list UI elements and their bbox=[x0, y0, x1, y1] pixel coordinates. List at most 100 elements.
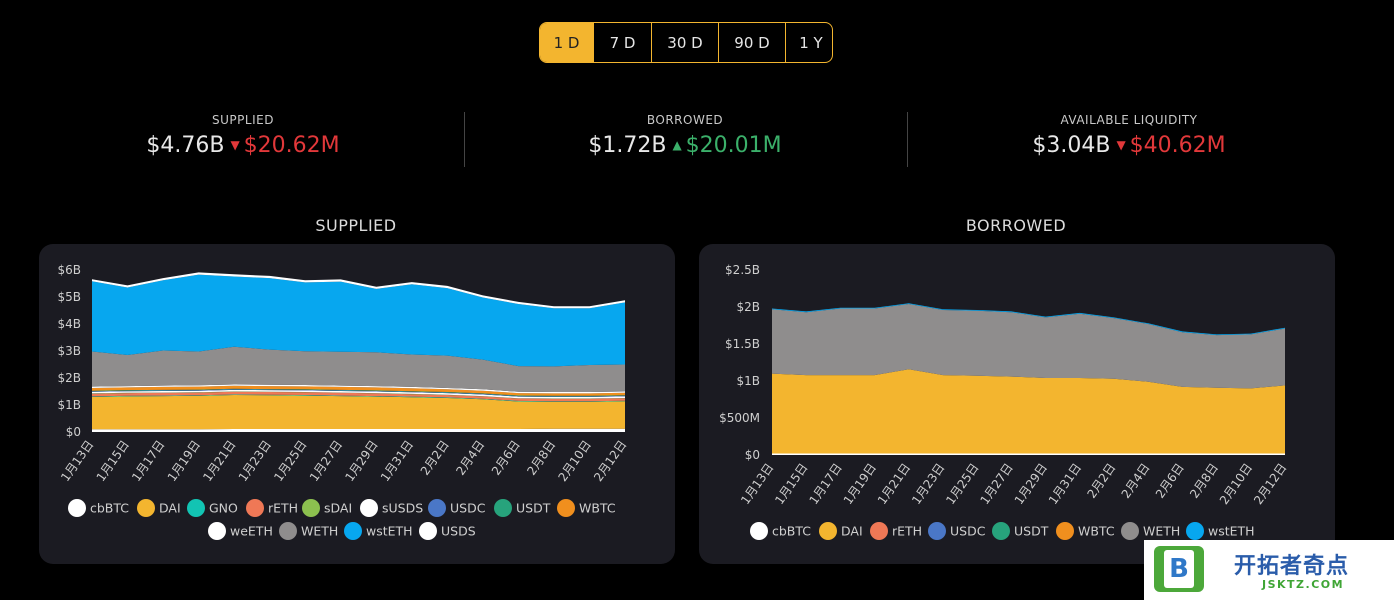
legend-item-sdai[interactable]: sDAI bbox=[302, 499, 352, 517]
legend-label: USDC bbox=[450, 501, 486, 516]
borrowed-chart-panel: $0 $500M $1B $1.5B $2B $2.5B 1月13日 1月15日 1月17日 1月… bbox=[699, 244, 1335, 564]
tab-1d[interactable]: 1 D bbox=[540, 23, 593, 62]
stat-borrowed-value: $1.72B bbox=[588, 133, 667, 158]
legend-label: rETH bbox=[892, 524, 922, 539]
legend-swatch bbox=[137, 499, 155, 517]
legend-item-usdc[interactable]: USDC bbox=[928, 522, 986, 540]
legend-swatch bbox=[557, 499, 575, 517]
legend-swatch bbox=[992, 522, 1010, 540]
legend-label: wstETH bbox=[1208, 524, 1255, 539]
legend-item-wsteth[interactable]: wstETH bbox=[344, 522, 413, 540]
supplied-chart: $0 $1B $2B $3B $4B $5B $6B 1月13日1月15日1月17日1月19日… bbox=[57, 263, 629, 540]
x-tick-label: 2月12日 bbox=[1251, 461, 1289, 507]
legend-label: weETH bbox=[230, 524, 273, 539]
legend-label: sUSDS bbox=[382, 501, 423, 516]
legend-item-reth[interactable]: rETH bbox=[870, 522, 922, 540]
legend-swatch bbox=[1056, 522, 1074, 540]
watermark-logo: B bbox=[1154, 546, 1204, 592]
stat-supplied-label: SUPPLIED bbox=[212, 113, 274, 127]
legend-item-dai[interactable]: DAI bbox=[137, 499, 181, 517]
stat-liquidity-value: $3.04B bbox=[1032, 133, 1111, 158]
legend-label: wstETH bbox=[366, 524, 413, 539]
legend-item-usdt[interactable]: USDT bbox=[992, 522, 1049, 540]
area-series-usdc bbox=[92, 389, 625, 397]
stat-supplied-change: $20.62M bbox=[243, 133, 340, 158]
area-series-sdai bbox=[92, 391, 625, 399]
y-tick-label: $1.5B bbox=[725, 337, 760, 351]
legend-label: DAI bbox=[841, 524, 863, 539]
legend-label: WETH bbox=[1143, 524, 1180, 539]
tab-90d[interactable]: 90 D bbox=[718, 23, 785, 62]
area-series-cbbtc bbox=[772, 453, 1285, 455]
legend-swatch bbox=[428, 499, 446, 517]
legend-item-weth[interactable]: WETH bbox=[279, 522, 338, 540]
legend-swatch bbox=[208, 522, 226, 540]
legend-label: USDT bbox=[1014, 524, 1049, 539]
borrowed-chart: $0$500M$1B$1.5B$2B$2.5B1月13日1月15日1月17日1月… bbox=[719, 263, 1289, 540]
x-tick-label: 1月13日 bbox=[58, 438, 96, 484]
y-tick-label: $2B bbox=[57, 371, 81, 385]
legend-item-reth[interactable]: rETH bbox=[246, 499, 298, 517]
stat-divider bbox=[907, 112, 908, 167]
legend-label: cbBTC bbox=[772, 524, 811, 539]
x-tick-label: 1月17日 bbox=[806, 461, 844, 507]
legend-swatch bbox=[870, 522, 888, 540]
x-tick-label: 2月8日 bbox=[1187, 461, 1221, 501]
x-tick-label: 2月2日 bbox=[1084, 461, 1118, 501]
y-tick-label: $1B bbox=[57, 398, 81, 412]
timeframe-tabs: 1 D 7 D 30 D 90 D 1 Y bbox=[539, 22, 833, 63]
x-tick-label: 2月12日 bbox=[591, 438, 629, 484]
x-tick-label: 1月13日 bbox=[738, 461, 776, 507]
legend-item-wbtc[interactable]: WBTC bbox=[557, 499, 616, 517]
legend-swatch bbox=[302, 499, 320, 517]
supplied-chart-panel: $0 $1B $2B $3B $4B $5B $6B 1月13日 1月15日 1月17日 1月19日… bbox=[39, 244, 675, 564]
tab-7d[interactable]: 7 D bbox=[593, 23, 651, 62]
legend-label: USDC bbox=[950, 524, 986, 539]
legend-label: DAI bbox=[159, 501, 181, 516]
area-series-gno bbox=[92, 394, 625, 402]
area-series-dai bbox=[92, 395, 625, 430]
legend-swatch bbox=[494, 499, 512, 517]
stat-liquidity-values: $3.04B ▼ $40.62M bbox=[1019, 133, 1239, 158]
stat-supplied: SUPPLIED $4.76B ▼ $20.62M bbox=[143, 113, 343, 158]
stat-borrowed-label: BORROWED bbox=[646, 113, 724, 127]
legend-item-susds[interactable]: sUSDS bbox=[360, 499, 423, 517]
tab-30d[interactable]: 30 D bbox=[651, 23, 718, 62]
legend-swatch bbox=[1186, 522, 1204, 540]
borrowed-chart-title: BORROWED bbox=[965, 216, 1067, 235]
legend-label: cbBTC bbox=[90, 501, 129, 516]
legend-item-gno[interactable]: GNO bbox=[187, 499, 238, 517]
watermark: B 开拓者奇点 JSKTZ.COM bbox=[1144, 540, 1394, 600]
legend-item-usdc[interactable]: USDC bbox=[428, 499, 486, 517]
x-tick-label: 1月19日 bbox=[841, 461, 879, 507]
legend-item-cbbtc[interactable]: cbBTC bbox=[68, 499, 129, 517]
x-tick-label: 1月23日 bbox=[236, 438, 274, 484]
y-tick-label: $2.5B bbox=[725, 263, 760, 277]
tab-1y[interactable]: 1 Y bbox=[785, 23, 832, 62]
legend-swatch bbox=[360, 499, 378, 517]
legend-item-weth[interactable]: WETH bbox=[1121, 522, 1180, 540]
legend-item-wbtc[interactable]: WBTC bbox=[1056, 522, 1115, 540]
area-series-cbbtc bbox=[92, 428, 625, 432]
legend-item-wsteth[interactable]: wstETH bbox=[1186, 522, 1255, 540]
legend-swatch bbox=[419, 522, 437, 540]
down-arrow-icon: ▼ bbox=[1116, 138, 1126, 152]
stat-borrowed-values: $1.72B ▲ $20.01M bbox=[585, 133, 785, 158]
legend-item-dai[interactable]: DAI bbox=[819, 522, 863, 540]
legend-label: sDAI bbox=[324, 501, 352, 516]
x-tick-label: 2月4日 bbox=[1119, 461, 1153, 501]
legend-item-usdt[interactable]: USDT bbox=[494, 499, 551, 517]
x-tick-label: 2月2日 bbox=[418, 438, 452, 478]
area-series-susds bbox=[92, 389, 625, 399]
stat-liquidity-label: AVAILABLE LIQUIDITY bbox=[1060, 113, 1198, 127]
area-series-weth bbox=[92, 346, 625, 392]
legend-item-usds[interactable]: USDS bbox=[419, 522, 476, 540]
legend-label: WBTC bbox=[1078, 524, 1115, 539]
stat-borrowed: BORROWED $1.72B ▲ $20.01M bbox=[585, 113, 785, 158]
y-tick-label: $1B bbox=[736, 374, 760, 388]
legend-item-cbbtc[interactable]: cbBTC bbox=[750, 522, 811, 540]
y-tick-label: $500M bbox=[719, 411, 760, 425]
legend-item-weeth[interactable]: weETH bbox=[208, 522, 273, 540]
stat-supplied-values: $4.76B ▼ $20.62M bbox=[143, 133, 343, 158]
area-series-usdt bbox=[92, 388, 625, 397]
